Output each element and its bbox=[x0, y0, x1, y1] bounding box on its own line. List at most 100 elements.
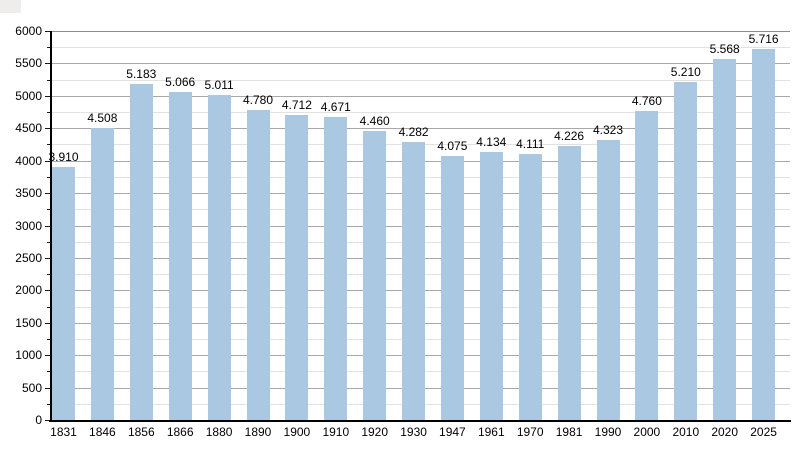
x-axis-label: 1990 bbox=[594, 425, 622, 439]
x-axis-label: 2020 bbox=[711, 425, 739, 439]
y-axis-major-tick bbox=[45, 290, 51, 291]
bar bbox=[246, 110, 270, 420]
major-gridline bbox=[52, 31, 790, 32]
bar bbox=[363, 130, 387, 420]
y-axis-label: 6000 bbox=[15, 24, 42, 38]
x-axis-label: 1846 bbox=[89, 425, 116, 439]
y-axis-minor-tick bbox=[47, 112, 51, 113]
bar bbox=[479, 152, 503, 420]
bar bbox=[713, 59, 737, 420]
bar bbox=[324, 117, 348, 420]
y-axis-minor-tick bbox=[47, 307, 51, 308]
y-axis-label: 4500 bbox=[15, 121, 42, 135]
bar bbox=[557, 146, 581, 420]
minor-gridline bbox=[52, 112, 790, 113]
y-axis-label: 5500 bbox=[15, 56, 42, 70]
x-axis-label: 1930 bbox=[400, 425, 427, 439]
y-axis-major-tick bbox=[45, 128, 51, 129]
x-axis-line bbox=[49, 420, 791, 422]
x-axis-label: 2000 bbox=[633, 425, 661, 439]
major-gridline bbox=[52, 96, 790, 97]
y-axis-label: 1500 bbox=[15, 316, 42, 330]
bar-value-label: 4.671 bbox=[320, 100, 351, 115]
y-axis-label: 5000 bbox=[15, 89, 42, 103]
x-axis-label: 1866 bbox=[166, 425, 194, 439]
y-axis-minor-tick bbox=[47, 404, 51, 405]
bar-value-label: 5.716 bbox=[748, 32, 779, 47]
bar-value-label: 4.460 bbox=[359, 113, 390, 128]
x-axis-label: 1970 bbox=[516, 425, 544, 439]
y-axis-major-tick bbox=[45, 31, 51, 32]
major-gridline bbox=[52, 128, 790, 129]
bar bbox=[440, 155, 464, 420]
y-axis-major-tick bbox=[45, 63, 51, 64]
minor-gridline bbox=[52, 47, 790, 48]
y-axis-minor-tick bbox=[47, 177, 51, 178]
y-axis-minor-tick bbox=[47, 144, 51, 145]
y-axis-minor-tick bbox=[47, 274, 51, 275]
bar bbox=[285, 114, 309, 420]
minor-gridline bbox=[52, 80, 790, 81]
y-axis-label: 3000 bbox=[15, 219, 42, 233]
y-axis-minor-tick bbox=[47, 242, 51, 243]
y-axis-minor-tick bbox=[47, 209, 51, 210]
bar-value-label: 5.183 bbox=[126, 67, 157, 81]
bar-value-label: 4.780 bbox=[242, 93, 274, 108]
bar bbox=[168, 91, 192, 420]
screenshot-corner-artifact bbox=[0, 0, 21, 13]
bar bbox=[129, 84, 153, 420]
y-axis-major-tick bbox=[45, 226, 51, 227]
bar-value-label: 4.226 bbox=[554, 129, 585, 143]
bar bbox=[674, 82, 698, 420]
y-axis-major-tick bbox=[45, 161, 51, 162]
bar bbox=[90, 127, 114, 420]
y-axis-label: 2000 bbox=[15, 283, 42, 297]
y-axis-label: 2500 bbox=[15, 251, 42, 265]
y-axis-label: 500 bbox=[21, 381, 42, 395]
bar-value-label: 5.011 bbox=[204, 78, 234, 93]
x-axis-label: 1856 bbox=[127, 425, 155, 439]
y-axis-minor-tick bbox=[47, 80, 51, 81]
y-axis-major-tick bbox=[45, 323, 51, 324]
x-axis-label: 1880 bbox=[205, 425, 233, 439]
x-axis-label: 1961 bbox=[477, 425, 505, 439]
bar bbox=[635, 111, 659, 420]
y-axis-major-tick bbox=[45, 258, 51, 259]
bar-value-label: 4.712 bbox=[281, 97, 312, 112]
y-axis-minor-tick bbox=[47, 339, 51, 340]
x-axis-label: 1981 bbox=[555, 425, 583, 439]
y-axis-line bbox=[50, 31, 52, 422]
bar-value-label: 4.282 bbox=[398, 125, 429, 140]
bar bbox=[402, 142, 426, 420]
x-axis-label: 1947 bbox=[439, 425, 466, 439]
bar bbox=[518, 153, 542, 420]
y-axis-label: 4000 bbox=[15, 154, 42, 168]
bar-value-label: 4.760 bbox=[631, 94, 662, 109]
y-axis-major-tick bbox=[45, 193, 51, 194]
bar bbox=[52, 166, 75, 420]
x-axis-label: 1910 bbox=[322, 425, 350, 439]
y-axis-minor-tick bbox=[47, 47, 51, 48]
bar-value-label: 4.134 bbox=[476, 135, 507, 149]
y-axis-major-tick bbox=[45, 388, 51, 389]
x-axis-label: 2010 bbox=[672, 425, 700, 439]
x-axis-label: 1831 bbox=[50, 425, 77, 439]
x-axis-label: 1900 bbox=[283, 425, 311, 439]
bar-value-label: 4.508 bbox=[87, 110, 118, 125]
y-axis-major-tick bbox=[45, 355, 51, 356]
x-axis-label: 1920 bbox=[361, 425, 389, 439]
y-axis-minor-tick bbox=[47, 371, 51, 372]
bar bbox=[207, 95, 231, 420]
bar-value-label: 5.210 bbox=[670, 65, 701, 80]
bar-value-label: 4.111 bbox=[516, 136, 545, 151]
bar bbox=[596, 139, 620, 420]
bar-value-label: 3.910 bbox=[48, 149, 79, 164]
y-axis-label: 3500 bbox=[15, 186, 42, 200]
y-axis-label: 1000 bbox=[15, 348, 42, 362]
y-axis-major-tick bbox=[45, 420, 51, 421]
major-gridline bbox=[52, 63, 790, 64]
y-axis-major-tick bbox=[45, 96, 51, 97]
x-axis-label: 1890 bbox=[244, 425, 272, 439]
